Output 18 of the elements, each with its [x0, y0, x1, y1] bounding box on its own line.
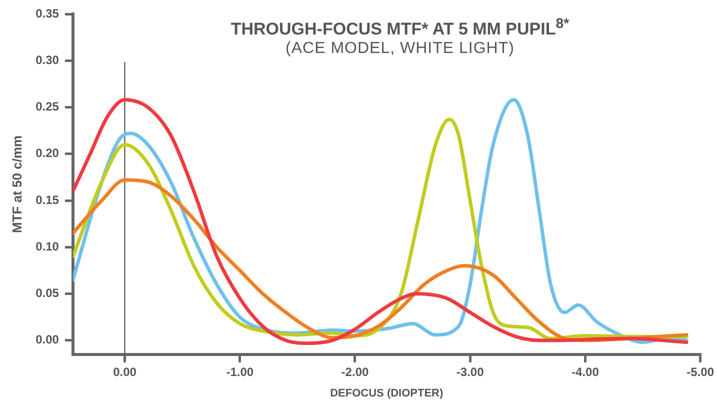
y-tick-label: 0.25 — [36, 100, 60, 114]
x-tick-label: -4.00 — [572, 364, 600, 379]
chart-title: THROUGH-FOCUS MTF* AT 5 MM PUPIL$^{8*}$ — [230, 16, 570, 40]
y-tick-label: 0.05 — [36, 286, 60, 300]
x-axis-title: DEFOCUS (DIOPTER) — [330, 387, 444, 400]
y-axis-title: MTF at 50 c/mm — [9, 135, 24, 233]
y-tick-label: 0.30 — [36, 52, 60, 67]
x-tick-label: -2.00 — [341, 364, 369, 379]
y-tick-label: 0.15 — [36, 192, 60, 207]
y-tick-label: 0.20 — [36, 146, 60, 160]
y-tick-label: 0.35 — [36, 6, 60, 20]
x-tick-label: -1.00 — [226, 364, 254, 379]
text: (ACE MODEL, WHITE LIGHT) — [284, 40, 516, 58]
y-tick-label: 0.00 — [36, 332, 60, 347]
x-tick-label: 0.00 — [113, 364, 137, 379]
y-tick-label: 0.10 — [36, 239, 60, 254]
x-tick-label: -5.00 — [686, 364, 714, 379]
x-tick-label: -3.00 — [456, 364, 484, 379]
